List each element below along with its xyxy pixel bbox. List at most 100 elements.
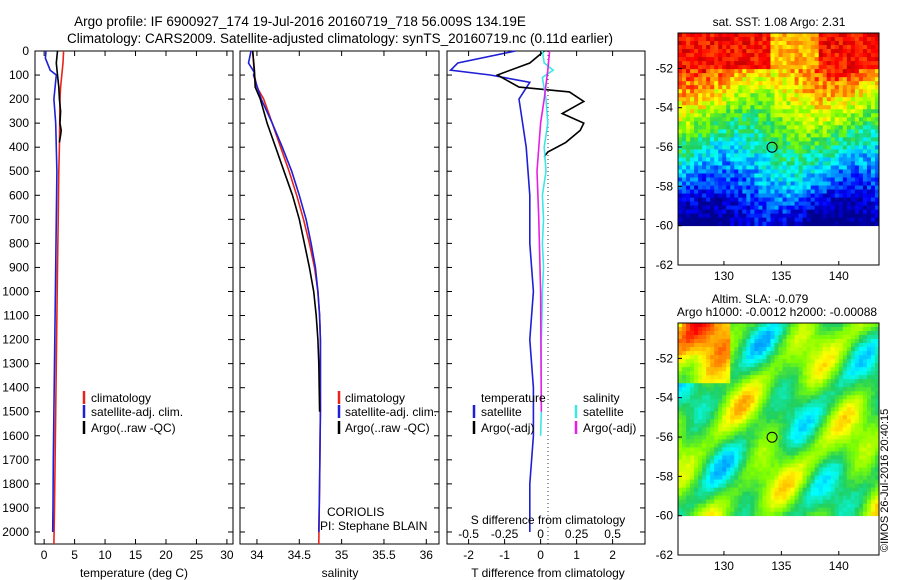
heatmap-cell [818,157,824,162]
heatmap-cell [742,113,747,118]
heatmap-cell [826,387,832,392]
heatmap-cell [730,105,735,110]
heatmap-cell [862,427,868,432]
heatmap-cell [706,439,711,444]
heatmap-cell [790,331,795,336]
heatmap-cell [854,367,860,372]
heatmap-cell [794,439,799,444]
heatmap-cell [802,359,808,364]
heatmap-cell [722,157,727,162]
heatmap-cell [782,411,787,416]
heatmap-cell [834,363,840,368]
heatmap-cell [750,213,755,219]
heatmap-cell [814,97,820,102]
heatmap-cell [746,347,751,352]
heatmap-cell [718,471,723,476]
heatmap-cell [694,185,699,190]
heatmap-cell [794,423,799,428]
heatmap-cell [682,189,687,194]
series-line-argo-raw-qc [55,50,63,143]
heatmap-cell [690,45,695,50]
heatmap-cell [846,407,852,412]
heatmap-cell [762,487,767,492]
heatmap-cell [754,157,759,162]
heatmap-cell [730,53,735,58]
heatmap-cell [746,197,751,202]
heatmap-cell [870,125,876,130]
heatmap-cell [718,109,723,114]
heatmap-cell [830,41,836,46]
heatmap-cell [818,197,824,202]
heatmap-cell [774,73,779,78]
x-tick-label: 25 [190,548,204,562]
heatmap-cell [702,419,707,424]
heatmap-cell [782,33,787,38]
heatmap-cell [702,133,707,138]
heatmap-cell [798,351,804,356]
heatmap-cell [722,363,727,368]
heatmap-cell [830,157,836,162]
heatmap-cell [862,45,868,50]
heatmap-cell [702,387,707,392]
heatmap-cell [846,395,852,400]
x-tick-label: 34.5 [288,548,312,562]
heatmap-cell [750,455,755,460]
heatmap-cell [710,45,715,50]
heatmap-cell [810,467,816,472]
heatmap-cell [838,37,844,42]
heatmap-cell [874,403,880,408]
heatmap-cell [714,379,719,384]
heatmap-cell [762,61,767,66]
heatmap-cell [758,459,763,464]
heatmap-cell [766,351,771,356]
heatmap-cell [786,327,791,332]
heatmap-cell [730,503,735,509]
heatmap-cell [830,101,836,106]
heatmap-cell [806,213,812,219]
heatmap-cell [794,193,799,198]
heatmap-cell [738,157,743,162]
heatmap-cell [726,209,731,215]
heatmap-cell [774,69,779,74]
heatmap-cell [678,193,683,198]
heatmap-cell [730,439,735,444]
heatmap-cell [838,193,844,198]
heatmap-cell [782,201,787,206]
s-tick-label: -0.25 [491,527,519,541]
heatmap-cell [830,443,836,448]
heatmap-cell [810,177,816,182]
heatmap-cell [682,65,687,70]
heatmap-cell [686,97,691,102]
heatmap-cell [794,483,799,488]
heatmap-cell [694,57,699,62]
heatmap-cell [858,451,864,456]
heatmap-cell [814,181,820,186]
heatmap-cell [838,455,844,460]
heatmap-cell [802,451,808,456]
heatmap-cell [862,65,868,70]
heatmap-cell [726,447,731,452]
heatmap-cell [782,399,787,404]
heatmap-cell [846,451,852,456]
heatmap-cell [726,379,731,384]
heatmap-cell [770,463,775,468]
heatmap-cell [746,49,751,54]
heatmap-cell [834,41,840,46]
heatmap-cell [762,129,767,134]
heatmap-cell [702,89,707,94]
salinity-panel: 34 34.5 35 35.5 36 climatology satellite-adj… [239,50,440,580]
heatmap-cell [798,141,804,146]
heatmap-cell [706,379,711,384]
heatmap-cell [682,149,687,154]
heatmap-cell [866,467,872,472]
heatmap-cell [738,125,743,130]
heatmap-cell [750,399,755,404]
heatmap-cell [854,403,860,408]
heatmap-cell [822,359,828,364]
heatmap-cell [850,197,856,202]
heatmap-cell [786,125,791,130]
figure-title-line1: Argo profile: IF 6900927_174 19-Jul-2016… [74,14,526,29]
heatmap-cell [722,41,727,46]
heatmap-cell [786,403,791,408]
heatmap-cell [814,165,820,170]
